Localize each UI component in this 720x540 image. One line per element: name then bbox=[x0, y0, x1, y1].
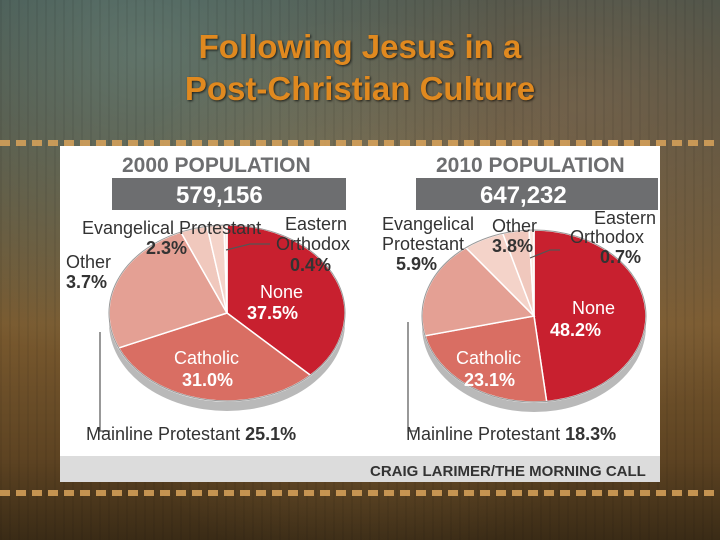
leader-line-2010-orthodox bbox=[529, 249, 560, 259]
chart-2000-total: 579,156 bbox=[176, 182, 263, 209]
label-2000-none: None bbox=[260, 282, 303, 302]
label-2010-none: None bbox=[572, 298, 615, 318]
label-2010-evangelical-line1: Evangelical bbox=[382, 214, 474, 234]
chart-2000-title: 2000 POPULATION bbox=[122, 154, 311, 177]
stitch-border-bottom bbox=[0, 490, 720, 496]
label-2010-mainline-text: Mainline Protestant bbox=[406, 424, 560, 444]
leader-line-2010-mainline bbox=[407, 322, 416, 432]
chart-2010-title: 2010 POPULATION bbox=[436, 154, 625, 177]
value-2000-mainline: 25.1% bbox=[245, 424, 296, 444]
label-2010-other: Other bbox=[492, 216, 537, 236]
pie-charts-svg: 2000 POPULATION 579,156 2010 POPULATION … bbox=[60, 154, 660, 482]
pie-2010-outline bbox=[421, 229, 647, 403]
label-2010-catholic: Catholic bbox=[456, 348, 521, 368]
label-2000-orthodox-line2: Orthodox bbox=[276, 234, 350, 254]
value-2000-orthodox: 0.4% bbox=[290, 255, 331, 275]
label-2000-mainline: Mainline Protestant 25.1% bbox=[86, 424, 296, 444]
infographic-panel: 2000 POPULATION 579,156 2010 POPULATION … bbox=[60, 146, 660, 482]
chart-2010-total: 647,232 bbox=[480, 182, 567, 209]
value-2010-orthodox: 0.7% bbox=[600, 247, 641, 267]
leader-line-2000-orthodox bbox=[225, 243, 270, 251]
pie-2000-outline bbox=[108, 224, 346, 402]
slide-title: Following Jesus in a Post-Christian Cult… bbox=[0, 26, 720, 110]
label-2000-catholic: Catholic bbox=[174, 348, 239, 368]
value-2000-none: 37.5% bbox=[247, 303, 298, 323]
label-2000-other: Other bbox=[66, 252, 111, 272]
label-2010-evangelical-line2: Protestant bbox=[382, 234, 464, 254]
value-2010-evangelical: 5.9% bbox=[396, 254, 437, 274]
chart-2010-total-bar bbox=[416, 178, 658, 210]
value-2010-catholic: 23.1% bbox=[464, 370, 515, 390]
value-2010-none: 48.2% bbox=[550, 320, 601, 340]
value-2010-other: 3.8% bbox=[492, 236, 533, 256]
value-2000-catholic: 31.0% bbox=[182, 370, 233, 390]
label-2000-orthodox-line1: Eastern bbox=[285, 214, 347, 234]
label-2000-evangelical: Evangelical Protestant bbox=[82, 218, 261, 238]
stitch-border-top bbox=[0, 140, 720, 146]
label-2000-mainline-text: Mainline Protestant bbox=[86, 424, 240, 444]
value-2000-other: 3.7% bbox=[66, 272, 107, 292]
value-2000-evangelical: 2.3% bbox=[146, 238, 187, 258]
label-2010-orthodox-line2: Orthodox bbox=[570, 227, 644, 247]
leader-line-2000-mainline bbox=[99, 332, 110, 432]
credit-bar bbox=[60, 456, 660, 482]
label-2010-orthodox-line1: Eastern bbox=[594, 208, 656, 228]
value-2010-mainline: 18.3% bbox=[565, 424, 616, 444]
credit-text: CRAIG LARIMER/THE MORNING CALL bbox=[370, 463, 646, 480]
slide-title-line-2: Post-Christian Culture bbox=[184, 70, 536, 107]
leader-lines bbox=[99, 243, 560, 432]
label-2010-mainline: Mainline Protestant 18.3% bbox=[406, 424, 616, 444]
pies-group bbox=[108, 224, 647, 412]
slide-title-line-1: Following Jesus in a bbox=[198, 28, 522, 65]
chart-2000-total-bar bbox=[112, 178, 346, 210]
